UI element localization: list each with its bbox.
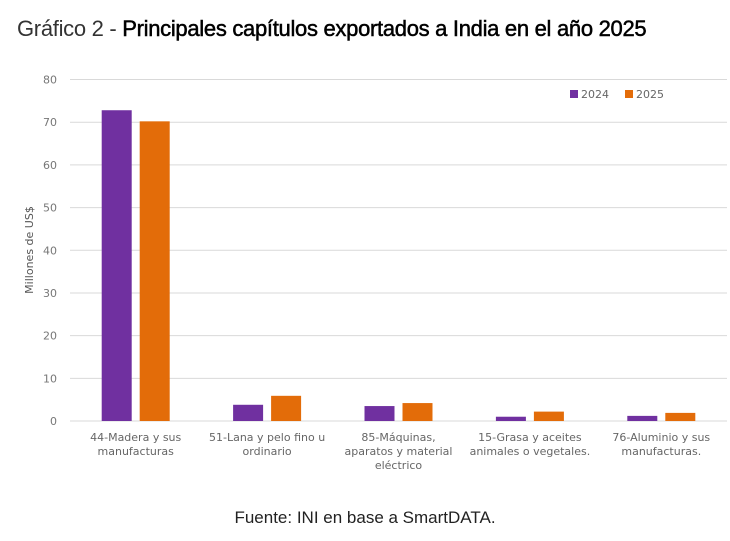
x-category-label: 76-Aluminio y sus manufacturas. xyxy=(612,431,710,458)
y-tick-label: 80 xyxy=(43,74,57,87)
x-category-label: 15-Grasa y aceites animales o vegetales. xyxy=(470,431,591,458)
y-tick-label: 40 xyxy=(43,244,57,257)
y-tick-label: 70 xyxy=(43,116,57,129)
bar-2025 xyxy=(665,412,696,421)
legend-swatch xyxy=(570,90,578,98)
bars xyxy=(101,110,696,422)
chart-title-main: Principales capítulos exportados a India… xyxy=(122,16,647,42)
y-tick-label: 50 xyxy=(43,202,57,215)
bar-2024 xyxy=(233,404,264,421)
y-tick-label: 20 xyxy=(43,330,57,343)
bar-2025 xyxy=(533,411,564,421)
y-tick-label: 0 xyxy=(50,415,57,428)
bar-2025 xyxy=(139,121,170,422)
bar-2024 xyxy=(495,416,526,421)
y-axis-ticks: 0 10 20 30 40 50 60 70 80 xyxy=(43,74,57,429)
bar-2024 xyxy=(101,110,132,422)
legend-swatch xyxy=(625,90,633,98)
bar-2025 xyxy=(402,403,433,421)
chart-title: Gráfico 2 - Principales capítulos export… xyxy=(17,16,647,42)
bar-2024 xyxy=(627,415,658,421)
y-axis-label: Millones de US$ xyxy=(23,206,36,294)
legend-label: 2024 xyxy=(581,88,609,101)
legend-item-2025: 2025 xyxy=(625,88,664,101)
legend: 2024 2025 xyxy=(570,88,664,101)
gridlines xyxy=(70,79,727,422)
y-tick-label: 10 xyxy=(43,372,57,385)
bar-2024 xyxy=(364,406,395,421)
x-category-label: 44-Madera y sus manufacturas xyxy=(90,431,181,458)
source-note: Fuente: INI en base a SmartDATA. xyxy=(234,508,496,527)
bar-2025 xyxy=(271,395,302,421)
y-tick-label: 30 xyxy=(43,287,57,300)
x-category-label: 51-Lana y pelo fino u ordinario xyxy=(209,431,325,458)
x-category-label: 85-Máquinas, aparatos y material eléctrico xyxy=(345,431,453,472)
legend-label: 2025 xyxy=(636,88,664,101)
chart-title-prefix: Gráfico 2 - xyxy=(17,16,123,41)
bar-chart: 0 10 20 30 40 50 60 70 80 Millones de US$ 44-Mad… xyxy=(23,74,727,472)
y-tick-label: 60 xyxy=(43,159,57,172)
x-axis-categories: 44-Madera y sus manufacturas 51-Lana y pel… xyxy=(90,431,710,472)
legend-item-2024: 2024 xyxy=(570,88,609,101)
